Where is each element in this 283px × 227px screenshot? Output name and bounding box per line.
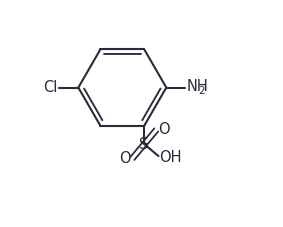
Text: O: O xyxy=(119,151,131,166)
Text: NH: NH xyxy=(186,79,208,94)
Text: OH: OH xyxy=(160,150,182,165)
Text: Cl: Cl xyxy=(43,80,57,95)
Text: 2: 2 xyxy=(198,86,205,96)
Text: O: O xyxy=(158,122,170,137)
Text: S: S xyxy=(140,137,149,152)
